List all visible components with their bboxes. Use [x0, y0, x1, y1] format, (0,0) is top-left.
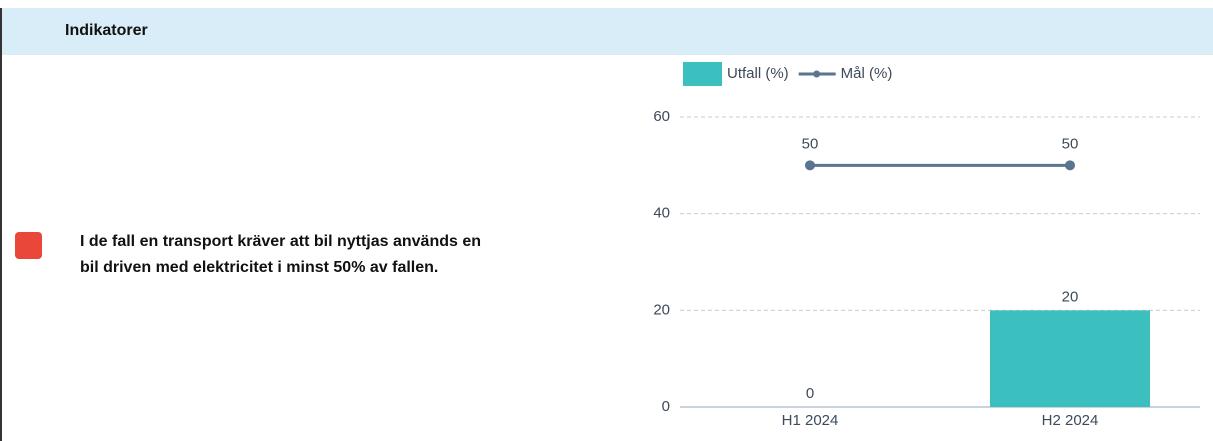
indicator-text: I de fall en transport kräver att bil ny…	[80, 229, 481, 281]
y-tick-label: 20	[653, 301, 670, 318]
line-point	[1065, 160, 1075, 171]
status-indicator	[15, 232, 42, 259]
data-label: 20	[1062, 288, 1079, 305]
indicator-line: bil driven med elektricitet i minst 50% …	[80, 259, 439, 276]
bar	[990, 310, 1150, 407]
border	[0, 55, 2, 441]
y-tick-label: 0	[662, 398, 670, 415]
x-tick-label: H2 2024	[1042, 412, 1099, 429]
legend-label: Mål (%)	[841, 65, 893, 82]
legend-swatch	[813, 70, 821, 78]
y-tick-label: 40	[653, 205, 670, 222]
line-point	[805, 160, 815, 171]
legend-swatch	[683, 62, 722, 86]
section-title: Indikatorer	[65, 22, 148, 39]
data-label: 50	[1062, 135, 1079, 152]
x-tick-label: H1 2024	[782, 412, 839, 429]
data-label: 0	[806, 385, 814, 402]
data-label: 50	[802, 135, 819, 152]
indicator-line: I de fall en transport kräver att bil ny…	[80, 233, 482, 250]
legend-label: Utfall (%)	[727, 65, 789, 82]
y-tick-label: 60	[653, 108, 670, 125]
section-header: Indikatorer	[0, 8, 1213, 55]
